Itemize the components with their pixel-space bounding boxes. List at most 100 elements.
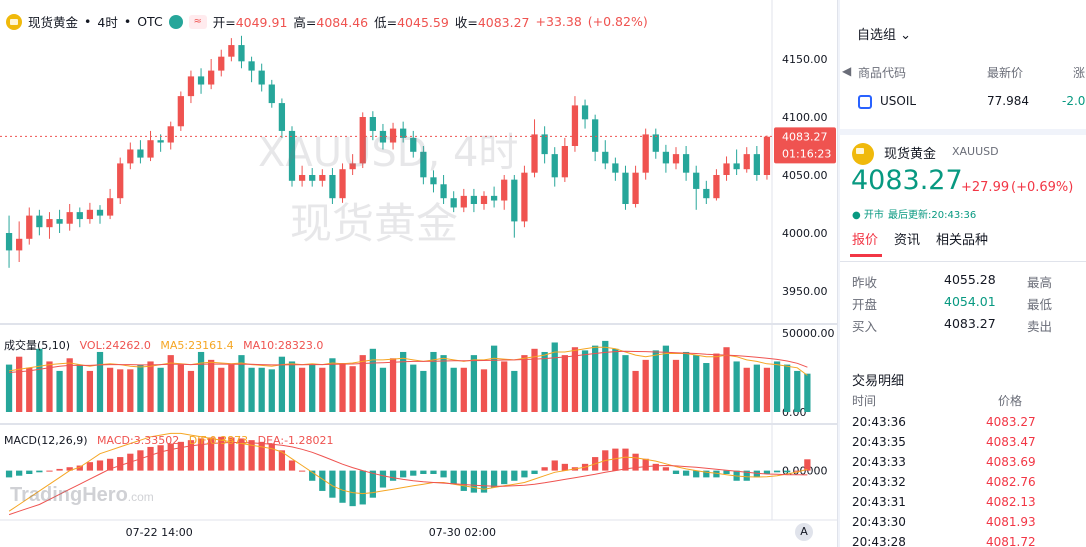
col-price: 最新价 <box>987 66 1024 80</box>
watchlist-selector[interactable]: 自选组 ⌄ <box>857 28 912 43</box>
candle-body <box>349 163 356 170</box>
volume-bar <box>218 367 225 412</box>
candle-body <box>602 151 609 164</box>
candle-body <box>682 154 690 173</box>
macd-histogram-bar <box>794 470 801 472</box>
trade-row: 20:43:30 4081.93 <box>852 515 1082 529</box>
candle-body <box>157 140 164 143</box>
candle-body <box>258 70 265 85</box>
ohlc-change-pct: (+0.82%) <box>587 14 648 29</box>
volume-bar <box>612 348 619 412</box>
tab-news[interactable]: 资讯 <box>894 233 921 248</box>
volume-bar <box>682 351 690 412</box>
volume-bar <box>137 364 144 412</box>
candle-body <box>76 212 83 220</box>
ohlc-high: 高=4084.46 <box>293 15 369 30</box>
macd-dea-line <box>8 442 808 516</box>
volume-bar <box>723 347 730 412</box>
candle-body <box>379 130 387 143</box>
candle-body <box>369 117 376 131</box>
macd-histogram-bar <box>642 458 649 471</box>
tab-quote[interactable]: 报价 <box>852 233 879 248</box>
macd-histogram-bar <box>723 470 730 474</box>
wave-icon[interactable]: ≈ <box>188 14 207 29</box>
candle-body <box>309 175 316 181</box>
macd-histogram-bar <box>157 445 164 471</box>
trade-row: 20:43:32 4082.76 <box>852 475 1082 489</box>
collapse-icon[interactable]: ◀ <box>842 64 852 78</box>
quote-code: XAUUSD <box>952 145 999 158</box>
macd-histogram-bar <box>248 440 255 471</box>
macd-histogram-bar <box>288 460 296 471</box>
macd-histogram-bar <box>379 470 387 488</box>
chart-panel[interactable]: 4150.00 4100.00 4050.00 4000.00 3950.00 4083.… <box>0 0 838 547</box>
volume-bar <box>228 364 235 412</box>
macd-histogram-bar <box>117 457 124 471</box>
volume-bar <box>26 367 33 412</box>
macd-histogram-bar <box>16 470 23 476</box>
macd-histogram-bar <box>501 470 508 485</box>
macd-histogram-bar <box>228 437 235 471</box>
macd-histogram-bar <box>561 463 568 471</box>
stat-label: 买入 <box>852 319 878 334</box>
col-trade-price: 价格 <box>998 394 1023 408</box>
macd-histogram-bar <box>238 438 245 471</box>
macd-histogram-bar <box>400 470 407 478</box>
candle-body <box>652 134 659 152</box>
candle-body <box>763 136 771 175</box>
macd-histogram-bar <box>46 470 53 472</box>
candle-body <box>16 238 23 251</box>
volume-bar <box>288 361 296 412</box>
candle-body <box>622 172 629 204</box>
volume-bar <box>319 367 326 412</box>
candle-body <box>672 154 680 164</box>
price-tick-label: 4000.00 <box>782 227 828 240</box>
auto-scale-button[interactable]: A <box>795 523 813 541</box>
trade-row: 20:43:36 4083.27 <box>852 415 1082 429</box>
candle-body <box>197 76 205 85</box>
volume-bar <box>127 369 134 412</box>
macd-histogram-bar <box>329 470 336 498</box>
volume-bar <box>16 356 23 412</box>
brand-logo: TradingHero.com <box>10 484 154 506</box>
candle-body <box>703 188 710 199</box>
chart-canvas[interactable]: 4150.00 4100.00 4050.00 4000.00 3950.00 4083.… <box>0 0 838 547</box>
macd-histogram-bar <box>309 470 316 481</box>
macd-histogram-bar <box>511 470 518 481</box>
candle-body <box>248 61 255 71</box>
countdown-tag-text: 01:16:23 <box>782 147 831 160</box>
candle-body <box>238 45 245 62</box>
trade-price: 4083.27 <box>986 415 1036 429</box>
tab-related[interactable]: 相关品种 <box>936 233 989 248</box>
macd-histogram-bar <box>784 470 791 473</box>
ohlc-change: +33.38 <box>535 14 582 29</box>
interval-label[interactable]: 4时 <box>97 15 118 30</box>
candle-body <box>66 212 73 224</box>
macd-histogram-bar <box>208 437 215 471</box>
volume-bar <box>450 367 457 412</box>
macd-histogram-bar <box>440 470 447 478</box>
chart-legend: 现货黄金 • 4时 • OTC ≈ 开=4049.91 高=4084.46 低=… <box>6 12 648 31</box>
macd-histogram-bar <box>703 470 710 478</box>
candle-body <box>389 128 397 143</box>
volume-bar <box>632 370 639 412</box>
candle-body <box>339 169 346 199</box>
candle-body <box>642 134 649 173</box>
volume-bar <box>96 351 104 412</box>
candle-body <box>410 137 417 152</box>
candle-body <box>147 140 154 158</box>
candle-body <box>531 134 538 173</box>
volume-bar <box>662 345 670 412</box>
quote-name: 现货黄金 <box>884 147 937 162</box>
volume-bar <box>794 370 801 412</box>
macd-histogram-bar <box>36 470 43 473</box>
volume-bar <box>298 367 306 412</box>
macd-histogram-bar <box>480 470 488 493</box>
candle-body <box>693 172 700 189</box>
price-tick-label: 4050.00 <box>782 169 828 182</box>
volume-bar <box>511 370 518 412</box>
row-price: 77.984 <box>987 94 1029 108</box>
volume-bar <box>561 355 568 412</box>
volume-bar <box>480 369 488 412</box>
macd-histogram-bar <box>612 448 619 471</box>
